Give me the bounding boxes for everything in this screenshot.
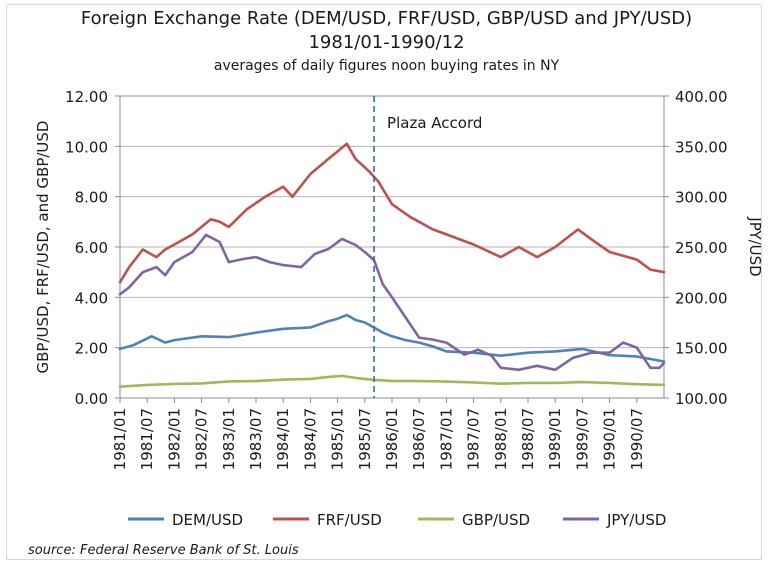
- y2-tick-label: 300.00: [675, 189, 728, 207]
- chart-subtitle: 1981/01-1990/12: [308, 32, 465, 53]
- x-axis: 1981/01 1981/07 1982/01 1982/07 1983/01 1983/…: [111, 398, 646, 470]
- legend-label: JPY/USD: [606, 511, 666, 529]
- series-line-jpy-usd: [118, 233, 666, 372]
- series-lines: [118, 142, 666, 389]
- y2-axis-label: JPY/USD: [746, 216, 764, 276]
- x-tick-label: 1989/07: [573, 408, 591, 470]
- x-tick-label: 1982/01: [165, 408, 183, 470]
- chart-note: averages of daily figures noon buying ra…: [213, 58, 560, 74]
- x-tick-label: 1983/07: [247, 408, 265, 470]
- x-tick-label: 1984/07: [301, 408, 319, 470]
- legend-label: GBP/USD: [462, 511, 530, 529]
- y-tick-label: 6.00: [75, 239, 108, 257]
- plaza-accord-annotation: Plaza Accord: [373, 96, 482, 398]
- chart-frame: [6, 4, 762, 560]
- y-axis-left: 0.00 2.00 4.00 6.00 8.00 10.00 12.00: [65, 88, 120, 408]
- x-tick-label: 1987/01: [437, 408, 455, 470]
- chart-title: Foreign Exchange Rate (DEM/USD, FRF/USD,…: [80, 8, 693, 29]
- x-tick-label: 1985/07: [356, 408, 374, 470]
- y2-tick-label: 200.00: [675, 289, 728, 307]
- x-tick-label: 1986/07: [410, 408, 428, 470]
- x-tick-label: 1981/07: [138, 408, 156, 470]
- legend: DEM/USD FRF/USD GBP/USD JPY/USD: [128, 511, 666, 529]
- x-tick-label: 1982/07: [193, 408, 211, 470]
- series-line-frf-usd: [118, 142, 666, 284]
- source-note: source: Federal Reserve Bank of St. Loui…: [28, 543, 299, 558]
- y2-tick-label: 350.00: [675, 138, 728, 156]
- x-tick-label: 1985/01: [329, 408, 347, 470]
- y-tick-label: 12.00: [65, 88, 108, 106]
- x-tick-label: 1981/01: [111, 408, 129, 470]
- x-tick-label: 1989/01: [546, 408, 564, 470]
- y-axis-label: GBP/USD, FRF/USD, and GBP/USD: [34, 121, 52, 374]
- y2-tick-label: 250.00: [675, 239, 728, 257]
- legend-label: FRF/USD: [317, 511, 382, 529]
- y2-tick-label: 400.00: [675, 88, 728, 106]
- x-tick-label: 1987/07: [465, 408, 483, 470]
- y2-tick-label: 150.00: [675, 340, 728, 358]
- y-tick-label: 4.00: [75, 289, 108, 307]
- x-tick-label: 1986/01: [383, 408, 401, 470]
- y-tick-label: 8.00: [75, 189, 108, 207]
- gridlines: [120, 95, 664, 399]
- x-tick-label: 1990/07: [628, 408, 646, 470]
- x-tick-label: 1990/01: [601, 408, 619, 470]
- y-tick-label: 0.00: [75, 390, 108, 408]
- x-tick-label: 1988/07: [519, 408, 537, 470]
- y-tick-label: 2.00: [75, 340, 108, 358]
- y2-tick-label: 100.00: [675, 390, 728, 408]
- x-tick-label: 1988/01: [492, 408, 510, 470]
- plaza-accord-label: Plaza Accord: [387, 114, 482, 132]
- y-axis-right: 100.00 150.00 200.00 250.00 300.00 350.00 400.…: [664, 88, 728, 408]
- x-tick-label: 1984/01: [274, 408, 292, 470]
- legend-label: DEM/USD: [172, 511, 243, 529]
- x-tick-label: 1983/01: [220, 408, 238, 470]
- series-line-gbp-usd: [118, 374, 666, 389]
- y-tick-label: 10.00: [65, 138, 108, 156]
